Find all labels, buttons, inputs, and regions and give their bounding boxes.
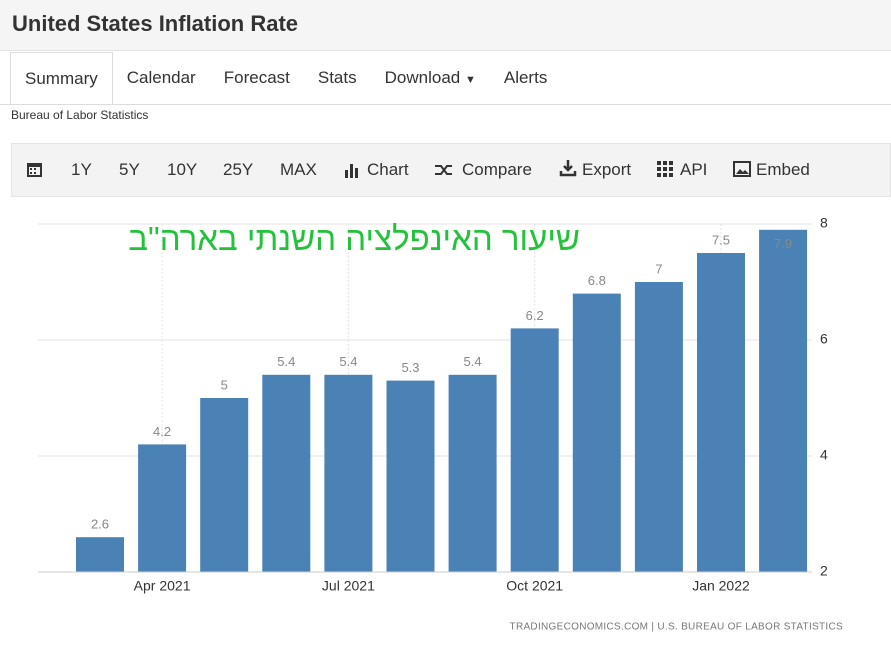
y-tick-label: 4 xyxy=(820,447,828,463)
value-label: 5.3 xyxy=(401,360,419,375)
value-label: 7.5 xyxy=(712,232,730,247)
calendar-icon[interactable] xyxy=(26,160,44,178)
bar xyxy=(76,537,124,572)
y-tick-label: 8 xyxy=(820,215,828,231)
api-icon xyxy=(657,161,673,177)
value-label: 5.4 xyxy=(464,354,482,369)
value-label: 2.6 xyxy=(91,517,109,532)
bar xyxy=(697,253,745,572)
bar xyxy=(448,374,497,572)
source: Bureau of Labor Statistics xyxy=(11,108,149,122)
export-icon xyxy=(559,160,577,177)
value-label: 6.2 xyxy=(526,308,544,323)
value-label: 7 xyxy=(655,261,662,276)
header: United States Inflation Rate xyxy=(0,0,891,51)
api-button[interactable]: API xyxy=(680,160,708,179)
range-5y[interactable]: 5Y xyxy=(119,160,140,179)
nav-tabs: Summary Calendar Forecast Stats Download… xyxy=(10,52,561,104)
annotation: שיעור האינפלציה השנתי בארה"ב xyxy=(128,220,580,257)
compare-button[interactable]: Compare xyxy=(462,160,532,179)
bar xyxy=(200,398,249,572)
range-10y[interactable]: 10Y xyxy=(167,160,198,179)
tab[interactable]: Download ▼ xyxy=(371,52,490,104)
range-max[interactable]: MAX xyxy=(280,160,317,179)
embed-button[interactable]: Embed xyxy=(756,160,810,179)
bar xyxy=(634,282,683,572)
tab[interactable]: Stats xyxy=(317,68,357,87)
tab[interactable]: Alerts xyxy=(503,68,548,87)
tab[interactable]: Calendar xyxy=(126,68,196,87)
page-title: United States Inflation Rate xyxy=(12,11,299,36)
credit: TRADINGECONOMICS.COM | U.S. BUREAU OF LA… xyxy=(510,622,843,633)
bar xyxy=(138,444,187,572)
caret: ▼ xyxy=(464,74,476,86)
embed-icon xyxy=(733,161,751,177)
chart-button[interactable]: Chart xyxy=(367,160,409,179)
bar xyxy=(262,374,311,572)
export-button[interactable]: Export xyxy=(582,160,632,179)
value-label: 5.4 xyxy=(277,354,295,369)
value-label: 7.9 xyxy=(774,236,792,251)
bar xyxy=(759,229,808,573)
compare-icon xyxy=(435,165,452,175)
range-1y[interactable]: 1Y xyxy=(71,160,92,179)
x-tick-label: Jan 2022 xyxy=(692,578,750,594)
tab[interactable]: Summary xyxy=(10,52,113,104)
value-label: 5.4 xyxy=(339,354,357,369)
tab[interactable]: Forecast xyxy=(223,68,290,87)
y-tick-label: 2 xyxy=(820,563,828,579)
value-label: 4.2 xyxy=(153,424,171,439)
chart: TRADINGECONOMICS.COM | U.S. BUREAU OF LA… xyxy=(38,215,843,633)
bar xyxy=(572,293,621,572)
value-label: 6.8 xyxy=(588,273,606,288)
chart-icon xyxy=(345,164,358,178)
bar xyxy=(510,328,559,572)
bar xyxy=(324,374,373,572)
x-tick-label: Jul 2021 xyxy=(322,578,375,594)
tab-label: Download xyxy=(384,68,461,87)
bar xyxy=(386,380,435,572)
divider xyxy=(0,104,891,105)
y-tick-label: 6 xyxy=(820,331,828,347)
x-tick-label: Apr 2021 xyxy=(134,578,191,594)
toolbar: 1Y 5Y 10Y 25Y MAX Chart Compare Export A… xyxy=(11,143,891,197)
range-25y[interactable]: 25Y xyxy=(223,160,254,179)
x-tick-label: Oct 2021 xyxy=(506,578,563,594)
value-label: 5 xyxy=(221,377,228,392)
